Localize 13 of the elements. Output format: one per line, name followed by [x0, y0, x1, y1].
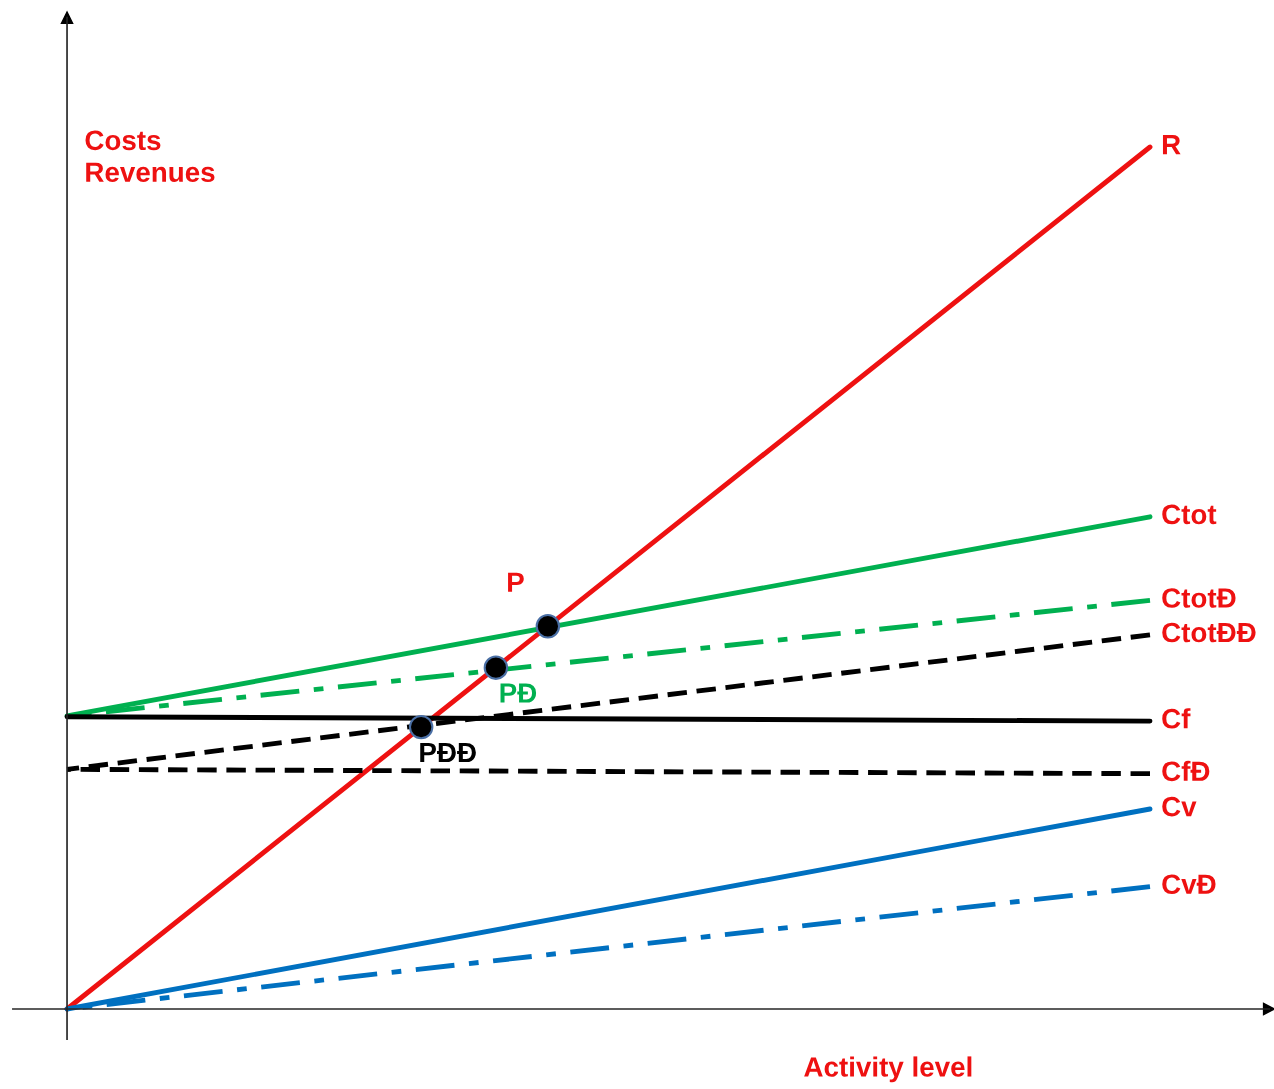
x-axis-title: Activity level [804, 1056, 972, 1083]
series-label: CfĐ [1162, 760, 1210, 782]
series-label: Cv [1162, 796, 1197, 817]
series-label: CtotĐĐ [1162, 622, 1256, 643]
series-label: R [1162, 135, 1181, 155]
series-label: Ctot [1162, 504, 1217, 525]
series-label: Cf [1162, 708, 1191, 729]
y-axis-title: Costs Revenues [85, 130, 215, 183]
series-label: CtotĐ [1162, 588, 1236, 608]
annotation: P [508, 572, 524, 592]
series-label: CvĐ [1162, 874, 1216, 895]
annotation: PĐĐ [420, 742, 476, 763]
annotation: PĐ [500, 683, 537, 703]
